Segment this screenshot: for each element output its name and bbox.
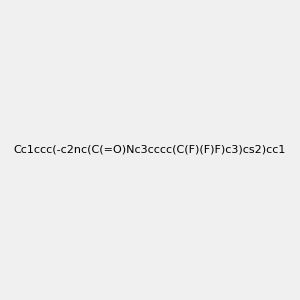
Text: Cc1ccc(-c2nc(C(=O)Nc3cccc(C(F)(F)F)c3)cs2)cc1: Cc1ccc(-c2nc(C(=O)Nc3cccc(C(F)(F)F)c3)cs…	[14, 145, 286, 155]
